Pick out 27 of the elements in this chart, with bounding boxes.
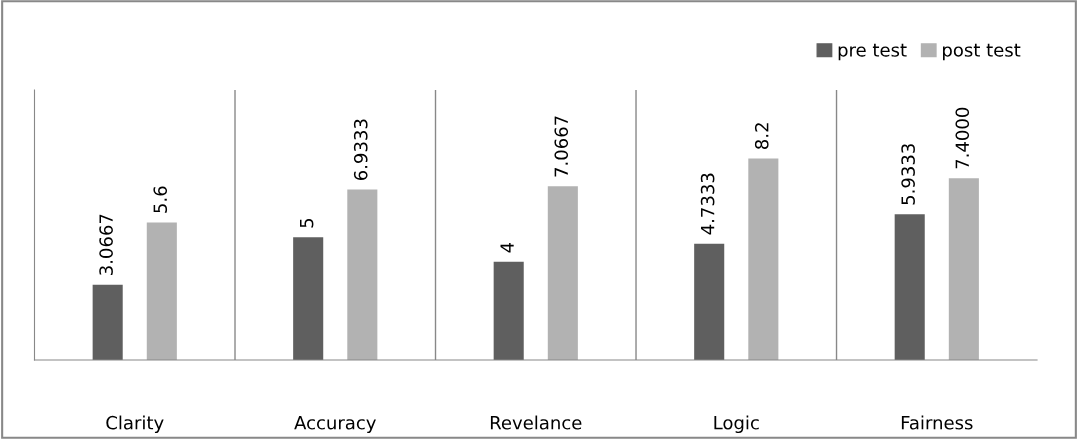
bar [146,222,177,360]
x-tick-label: Clarity [106,415,164,434]
legend-label: post test [943,43,1021,61]
bar [347,189,378,360]
data-label: 4.7333 [700,173,715,235]
data-label: 4 [500,242,514,253]
bar [293,237,324,360]
bar [748,158,779,360]
x-tick-label: Logic [714,415,759,434]
bar [92,284,123,360]
bar [493,261,524,360]
data-label: 6.9333 [353,119,368,181]
x-tick-label: Accuracy [294,416,376,434]
legend-label: pre test [838,43,907,61]
data-label: 5 [300,218,314,228]
bar [694,243,725,360]
data-label: 7.0667 [554,116,569,177]
bar [894,214,925,360]
data-label: 8.2 [754,123,769,149]
data-label: 3.0667 [99,214,113,275]
bar [547,186,578,360]
x-tick-label: Fairness [901,415,973,430]
x-tick-label: Revelance [490,415,582,430]
data-label: 5.6 [153,186,168,213]
bar [948,178,979,360]
data-label: 7.4000 [955,107,970,169]
data-label: 5.9333 [901,144,915,205]
